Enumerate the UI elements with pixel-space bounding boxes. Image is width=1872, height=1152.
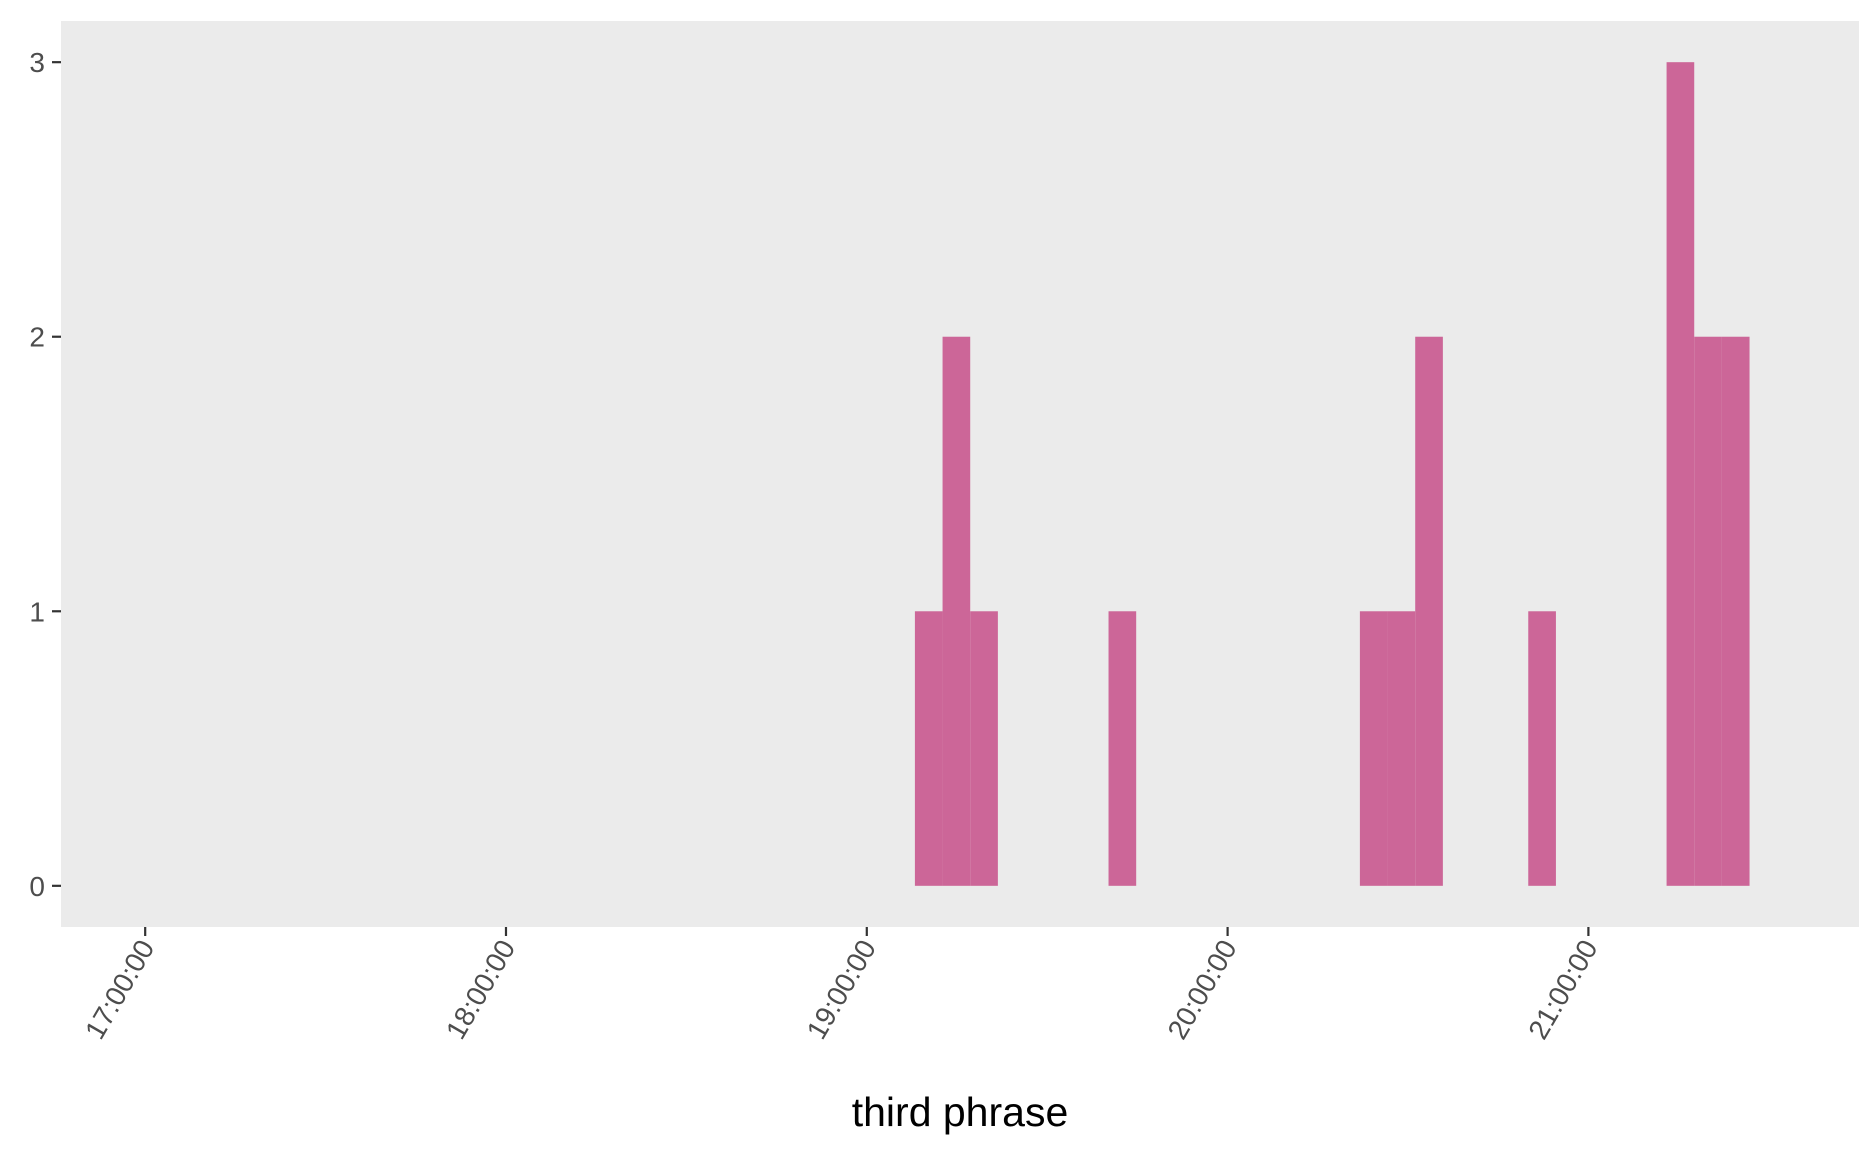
x-axis: 17:00:00 18:00:00 19:00:00 20:00:00 21:00:00: [79, 927, 1604, 1044]
bars-group: [914, 62, 1750, 886]
histogram-bar: [1528, 611, 1556, 886]
histogram-bar: [1387, 611, 1416, 886]
x-tick-label: 18:00:00: [440, 935, 521, 1045]
histogram-bar: [1359, 611, 1388, 886]
y-axis: 0 1 2 3: [29, 47, 61, 902]
histogram-bar: [1721, 336, 1750, 886]
histogram-bar: [970, 611, 998, 886]
y-tick-label: 0: [29, 871, 45, 902]
histogram-bar: [1108, 611, 1137, 886]
histogram-bar: [942, 336, 971, 886]
x-axis-title: third phrase: [852, 1089, 1069, 1135]
y-tick-label: 3: [29, 47, 45, 78]
y-tick-label: 2: [29, 322, 45, 353]
x-tick-label: 17:00:00: [79, 935, 160, 1045]
histogram-bar: [1694, 336, 1722, 886]
x-tick-label: 21:00:00: [1522, 935, 1603, 1045]
histogram-bar: [1666, 62, 1695, 886]
x-tick-label: 20:00:00: [1161, 935, 1242, 1045]
x-tick-label: 19:00:00: [801, 935, 882, 1045]
histogram-bar: [914, 611, 943, 886]
histogram-bar: [1415, 336, 1443, 886]
y-tick-label: 1: [29, 596, 45, 627]
